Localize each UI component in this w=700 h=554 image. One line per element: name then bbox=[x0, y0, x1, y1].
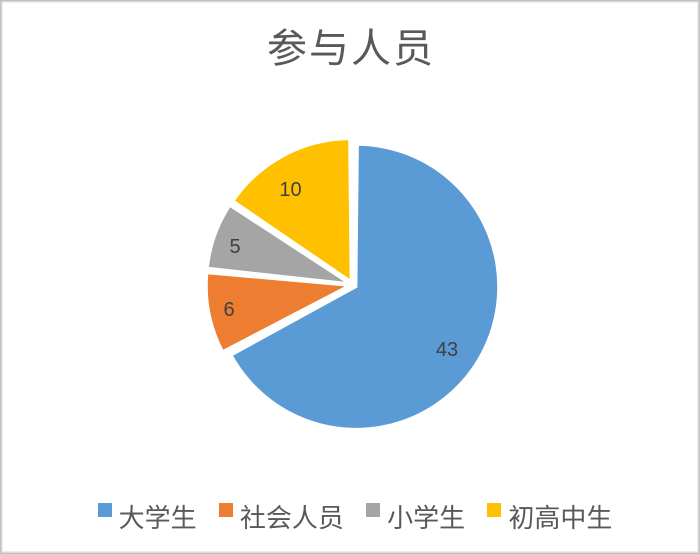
svg-text:5: 5 bbox=[229, 236, 240, 258]
svg-text:43: 43 bbox=[436, 339, 458, 361]
svg-text:10: 10 bbox=[279, 179, 301, 201]
svg-text:6: 6 bbox=[223, 299, 234, 321]
